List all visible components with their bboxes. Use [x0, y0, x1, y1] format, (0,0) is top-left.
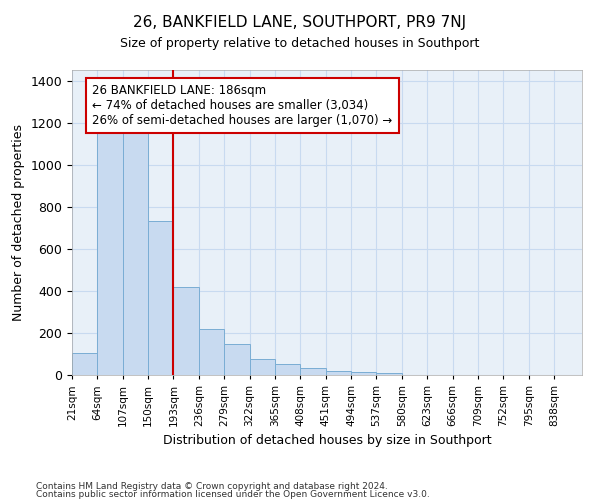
Bar [376, 373, 402, 375]
Bar [72, 353, 97, 375]
Y-axis label: Number of detached properties: Number of detached properties [12, 124, 25, 321]
Bar [351, 372, 376, 375]
Bar [250, 359, 275, 375]
Bar [224, 344, 250, 375]
Bar [301, 368, 326, 375]
Text: Size of property relative to detached houses in Southport: Size of property relative to detached ho… [121, 38, 479, 51]
Bar [148, 222, 173, 375]
X-axis label: Distribution of detached houses by size in Southport: Distribution of detached houses by size … [163, 434, 491, 448]
Bar [326, 371, 351, 375]
Text: Contains HM Land Registry data © Crown copyright and database right 2024.: Contains HM Land Registry data © Crown c… [36, 482, 388, 491]
Bar [173, 286, 199, 375]
Bar [275, 364, 301, 375]
Text: 26 BANKFIELD LANE: 186sqm
← 74% of detached houses are smaller (3,034)
26% of se: 26 BANKFIELD LANE: 186sqm ← 74% of detac… [92, 84, 392, 126]
Text: 26, BANKFIELD LANE, SOUTHPORT, PR9 7NJ: 26, BANKFIELD LANE, SOUTHPORT, PR9 7NJ [133, 15, 467, 30]
Bar [199, 328, 224, 375]
Text: Contains public sector information licensed under the Open Government Licence v3: Contains public sector information licen… [36, 490, 430, 499]
Bar [97, 132, 123, 375]
Bar [123, 132, 148, 375]
